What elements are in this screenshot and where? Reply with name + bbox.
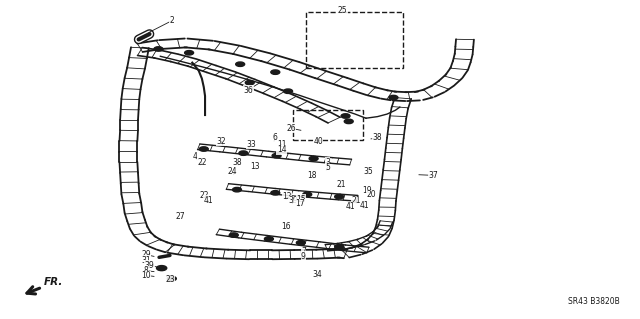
Text: 12: 12 [282, 192, 292, 202]
Circle shape [271, 70, 280, 74]
Text: 19: 19 [362, 186, 372, 195]
Circle shape [245, 80, 254, 85]
Text: 41: 41 [346, 202, 355, 211]
Text: 9: 9 [301, 252, 306, 261]
Text: 29: 29 [141, 250, 151, 259]
Circle shape [335, 195, 344, 199]
Circle shape [236, 62, 244, 66]
Text: 26: 26 [287, 124, 296, 133]
Circle shape [296, 241, 305, 245]
Text: 6: 6 [273, 133, 278, 142]
Circle shape [271, 191, 280, 195]
Text: 10: 10 [141, 271, 151, 280]
Text: 4: 4 [193, 152, 198, 161]
Circle shape [184, 50, 193, 55]
Text: 27: 27 [176, 211, 186, 220]
Text: 41: 41 [360, 201, 369, 210]
Text: 14: 14 [277, 145, 287, 154]
Text: 36: 36 [244, 86, 253, 95]
Text: 33: 33 [246, 140, 256, 149]
Circle shape [389, 95, 398, 100]
Text: 8: 8 [144, 266, 148, 275]
Text: 25: 25 [337, 6, 347, 15]
Circle shape [335, 245, 344, 249]
Circle shape [229, 233, 238, 237]
Circle shape [309, 156, 318, 161]
Text: 22: 22 [197, 158, 207, 167]
Text: 16: 16 [282, 222, 291, 231]
Text: 34: 34 [312, 270, 323, 279]
Circle shape [239, 151, 248, 155]
Circle shape [154, 47, 163, 51]
Text: 38: 38 [232, 158, 242, 167]
Text: 39: 39 [288, 196, 298, 205]
Circle shape [303, 192, 312, 197]
Text: 20: 20 [366, 190, 376, 199]
Text: 21: 21 [351, 196, 361, 205]
Text: 22: 22 [199, 190, 209, 200]
Circle shape [344, 119, 353, 123]
Circle shape [264, 237, 273, 241]
Circle shape [199, 147, 208, 151]
Text: 32: 32 [216, 137, 226, 145]
Circle shape [157, 266, 167, 271]
Circle shape [284, 89, 292, 93]
Text: 5: 5 [325, 163, 330, 172]
Text: 23: 23 [165, 275, 175, 284]
Circle shape [232, 188, 241, 192]
Text: 18: 18 [307, 171, 316, 180]
Circle shape [272, 153, 281, 158]
Text: 39: 39 [145, 261, 154, 270]
Text: 21: 21 [337, 181, 346, 189]
Text: 40: 40 [313, 137, 323, 145]
Text: 13: 13 [250, 162, 260, 171]
Text: 37: 37 [429, 171, 438, 180]
Text: 38: 38 [372, 133, 382, 142]
Text: 41: 41 [204, 196, 213, 205]
Text: 31: 31 [141, 256, 151, 265]
Circle shape [168, 276, 176, 281]
Text: 11: 11 [277, 140, 287, 149]
Text: 2: 2 [170, 16, 174, 25]
Text: 7: 7 [301, 247, 306, 256]
Text: 3: 3 [325, 158, 330, 167]
Text: 17: 17 [295, 199, 305, 208]
Text: FR.: FR. [44, 277, 63, 286]
Text: 35: 35 [363, 167, 372, 176]
Text: 15: 15 [296, 195, 306, 204]
Circle shape [341, 114, 350, 118]
Text: SR43 B3820B: SR43 B3820B [568, 297, 620, 306]
Text: 24: 24 [227, 167, 237, 176]
